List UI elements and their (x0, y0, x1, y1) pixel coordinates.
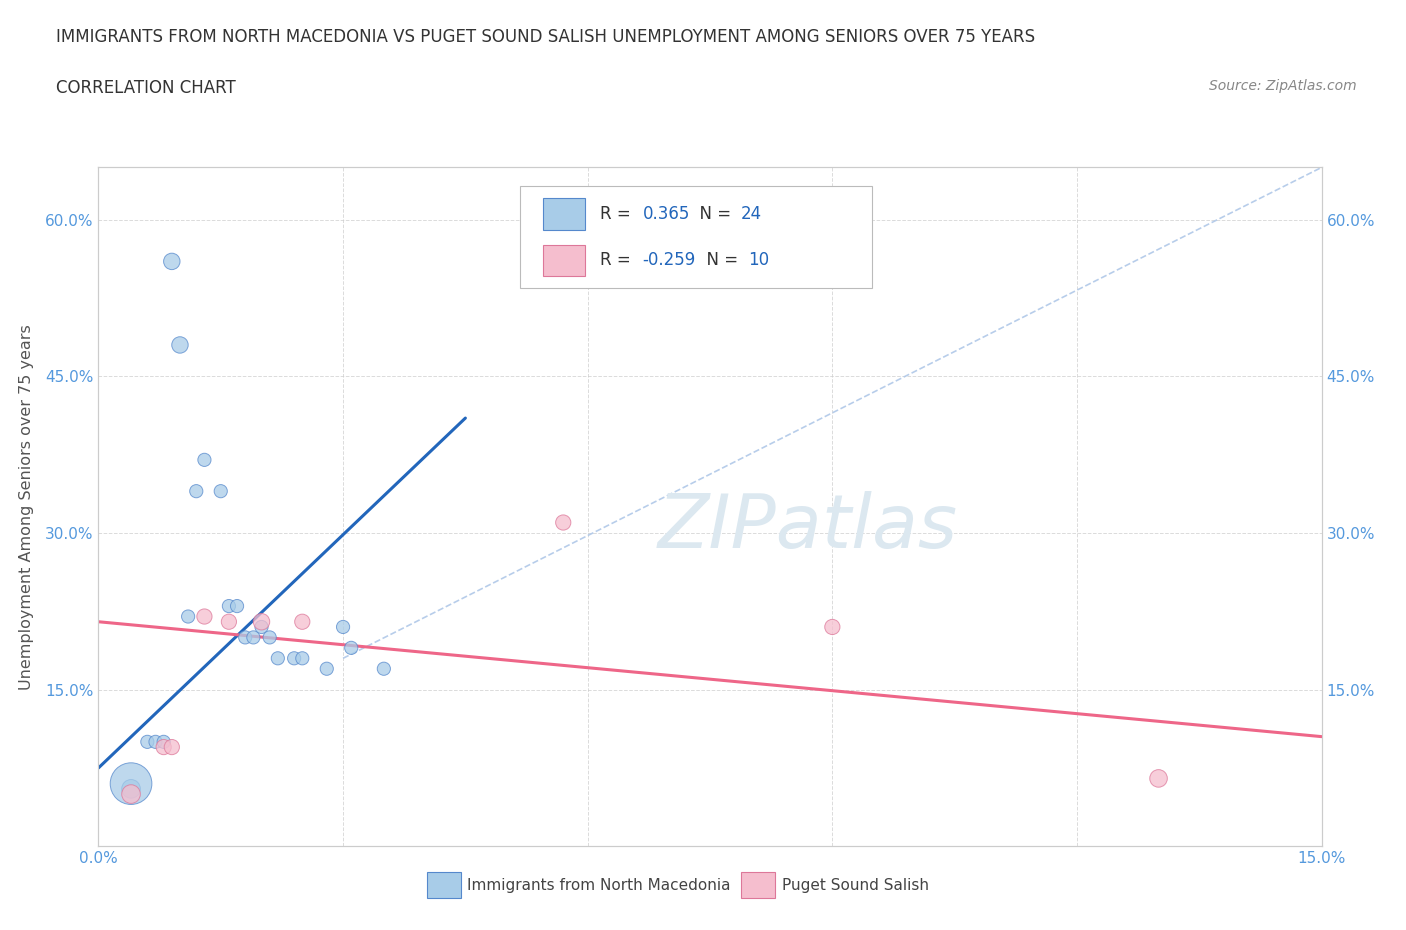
Point (193, 609, 215, 624)
Text: CORRELATION CHART: CORRELATION CHART (56, 79, 236, 97)
Point (226, 599, 249, 614)
Point (340, 641, 363, 656)
Point (283, 651, 305, 666)
Point (267, 651, 290, 666)
Point (242, 630, 264, 644)
Point (152, 735, 174, 750)
Text: R =: R = (600, 251, 637, 270)
Text: N =: N = (696, 251, 744, 270)
Point (553, 515, 575, 530)
Point (821, 619, 844, 634)
Point (169, 338, 191, 352)
Text: 10: 10 (748, 251, 769, 270)
Point (373, 661, 395, 676)
Text: Puget Sound Salish: Puget Sound Salish (782, 878, 929, 893)
Point (259, 630, 281, 644)
Text: Source: ZipAtlas.com: Source: ZipAtlas.com (1209, 79, 1357, 93)
Point (233, 630, 256, 644)
Point (291, 615, 314, 630)
Point (218, 615, 240, 630)
Point (186, 484, 208, 498)
Point (120, 781, 142, 796)
Point (332, 619, 354, 634)
Point (136, 735, 159, 750)
Point (152, 739, 174, 754)
Text: R =: R = (600, 205, 637, 223)
Point (145, 735, 167, 750)
Text: IMMIGRANTS FROM NORTH MACEDONIA VS PUGET SOUND SALISH UNEMPLOYMENT AMONG SENIORS: IMMIGRANTS FROM NORTH MACEDONIA VS PUGET… (56, 28, 1035, 46)
Point (209, 484, 232, 498)
Text: -0.259: -0.259 (643, 251, 696, 270)
Text: Immigrants from North Macedonia: Immigrants from North Macedonia (467, 878, 730, 893)
Point (120, 777, 142, 791)
Point (218, 599, 240, 614)
Point (250, 619, 273, 634)
Point (250, 615, 273, 630)
Point (160, 739, 183, 754)
Text: ZIPatlas: ZIPatlas (658, 491, 957, 564)
Point (315, 661, 337, 676)
Text: N =: N = (689, 205, 737, 223)
Point (120, 787, 142, 802)
Point (291, 651, 314, 666)
Text: 24: 24 (741, 205, 762, 223)
Point (1147, 771, 1170, 786)
Point (193, 452, 215, 467)
Y-axis label: Unemployment Among Seniors over 75 years: Unemployment Among Seniors over 75 years (18, 324, 34, 690)
Point (160, 254, 183, 269)
Text: 0.365: 0.365 (643, 205, 690, 223)
Point (177, 609, 200, 624)
